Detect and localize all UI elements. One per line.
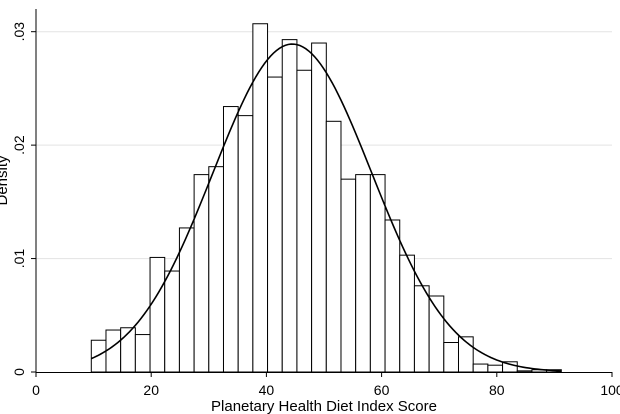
x-tick-label: 40 bbox=[259, 382, 275, 398]
histogram-bar bbox=[325, 120, 342, 373]
histogram-bar bbox=[487, 364, 504, 373]
y-tick-label: .01 bbox=[11, 249, 27, 269]
histogram-bar bbox=[164, 270, 180, 373]
y-axis-ticks: 0 .01 .02 .03 bbox=[11, 22, 36, 376]
x-tick-label: 80 bbox=[489, 382, 505, 398]
histogram-bar bbox=[267, 76, 283, 373]
histogram-bar bbox=[134, 334, 151, 373]
x-tick-label: 60 bbox=[374, 382, 390, 398]
y-tick-label: .02 bbox=[11, 135, 27, 155]
histogram-bar bbox=[413, 285, 430, 373]
y-axis-title: Density bbox=[0, 155, 11, 206]
histogram-bar bbox=[90, 339, 107, 373]
histogram-bar bbox=[296, 69, 313, 373]
histogram-bar bbox=[443, 342, 459, 373]
histogram-bar bbox=[120, 327, 136, 373]
x-tick-label: 20 bbox=[143, 382, 159, 398]
histogram-bar bbox=[105, 329, 122, 373]
histogram-bar bbox=[178, 227, 195, 373]
histogram-bar bbox=[516, 370, 533, 373]
histogram-bar bbox=[281, 39, 298, 373]
histogram-bar bbox=[340, 178, 357, 373]
x-tick-label: 0 bbox=[32, 382, 40, 398]
normal-density-curve bbox=[90, 43, 562, 372]
histogram-bar bbox=[384, 219, 401, 373]
histogram-bar bbox=[222, 106, 239, 373]
x-tick-label: 100 bbox=[600, 382, 620, 398]
histogram-bar bbox=[237, 115, 254, 373]
histogram-bar bbox=[252, 23, 269, 373]
histogram-bar bbox=[208, 166, 224, 373]
histogram-bar bbox=[311, 42, 327, 373]
histogram-bar bbox=[399, 254, 415, 373]
x-axis-ticks: 0 20 40 60 80 100 bbox=[32, 372, 620, 398]
histogram-bar bbox=[472, 363, 489, 373]
histogram-bar bbox=[149, 256, 166, 373]
x-axis-title: Planetary Health Diet Index Score bbox=[211, 398, 437, 414]
histogram-bar bbox=[369, 174, 386, 373]
y-tick-label: 0 bbox=[11, 368, 27, 376]
histogram-bar bbox=[193, 174, 210, 373]
y-tick-label: .03 bbox=[11, 22, 27, 42]
histogram-bar bbox=[355, 174, 371, 373]
